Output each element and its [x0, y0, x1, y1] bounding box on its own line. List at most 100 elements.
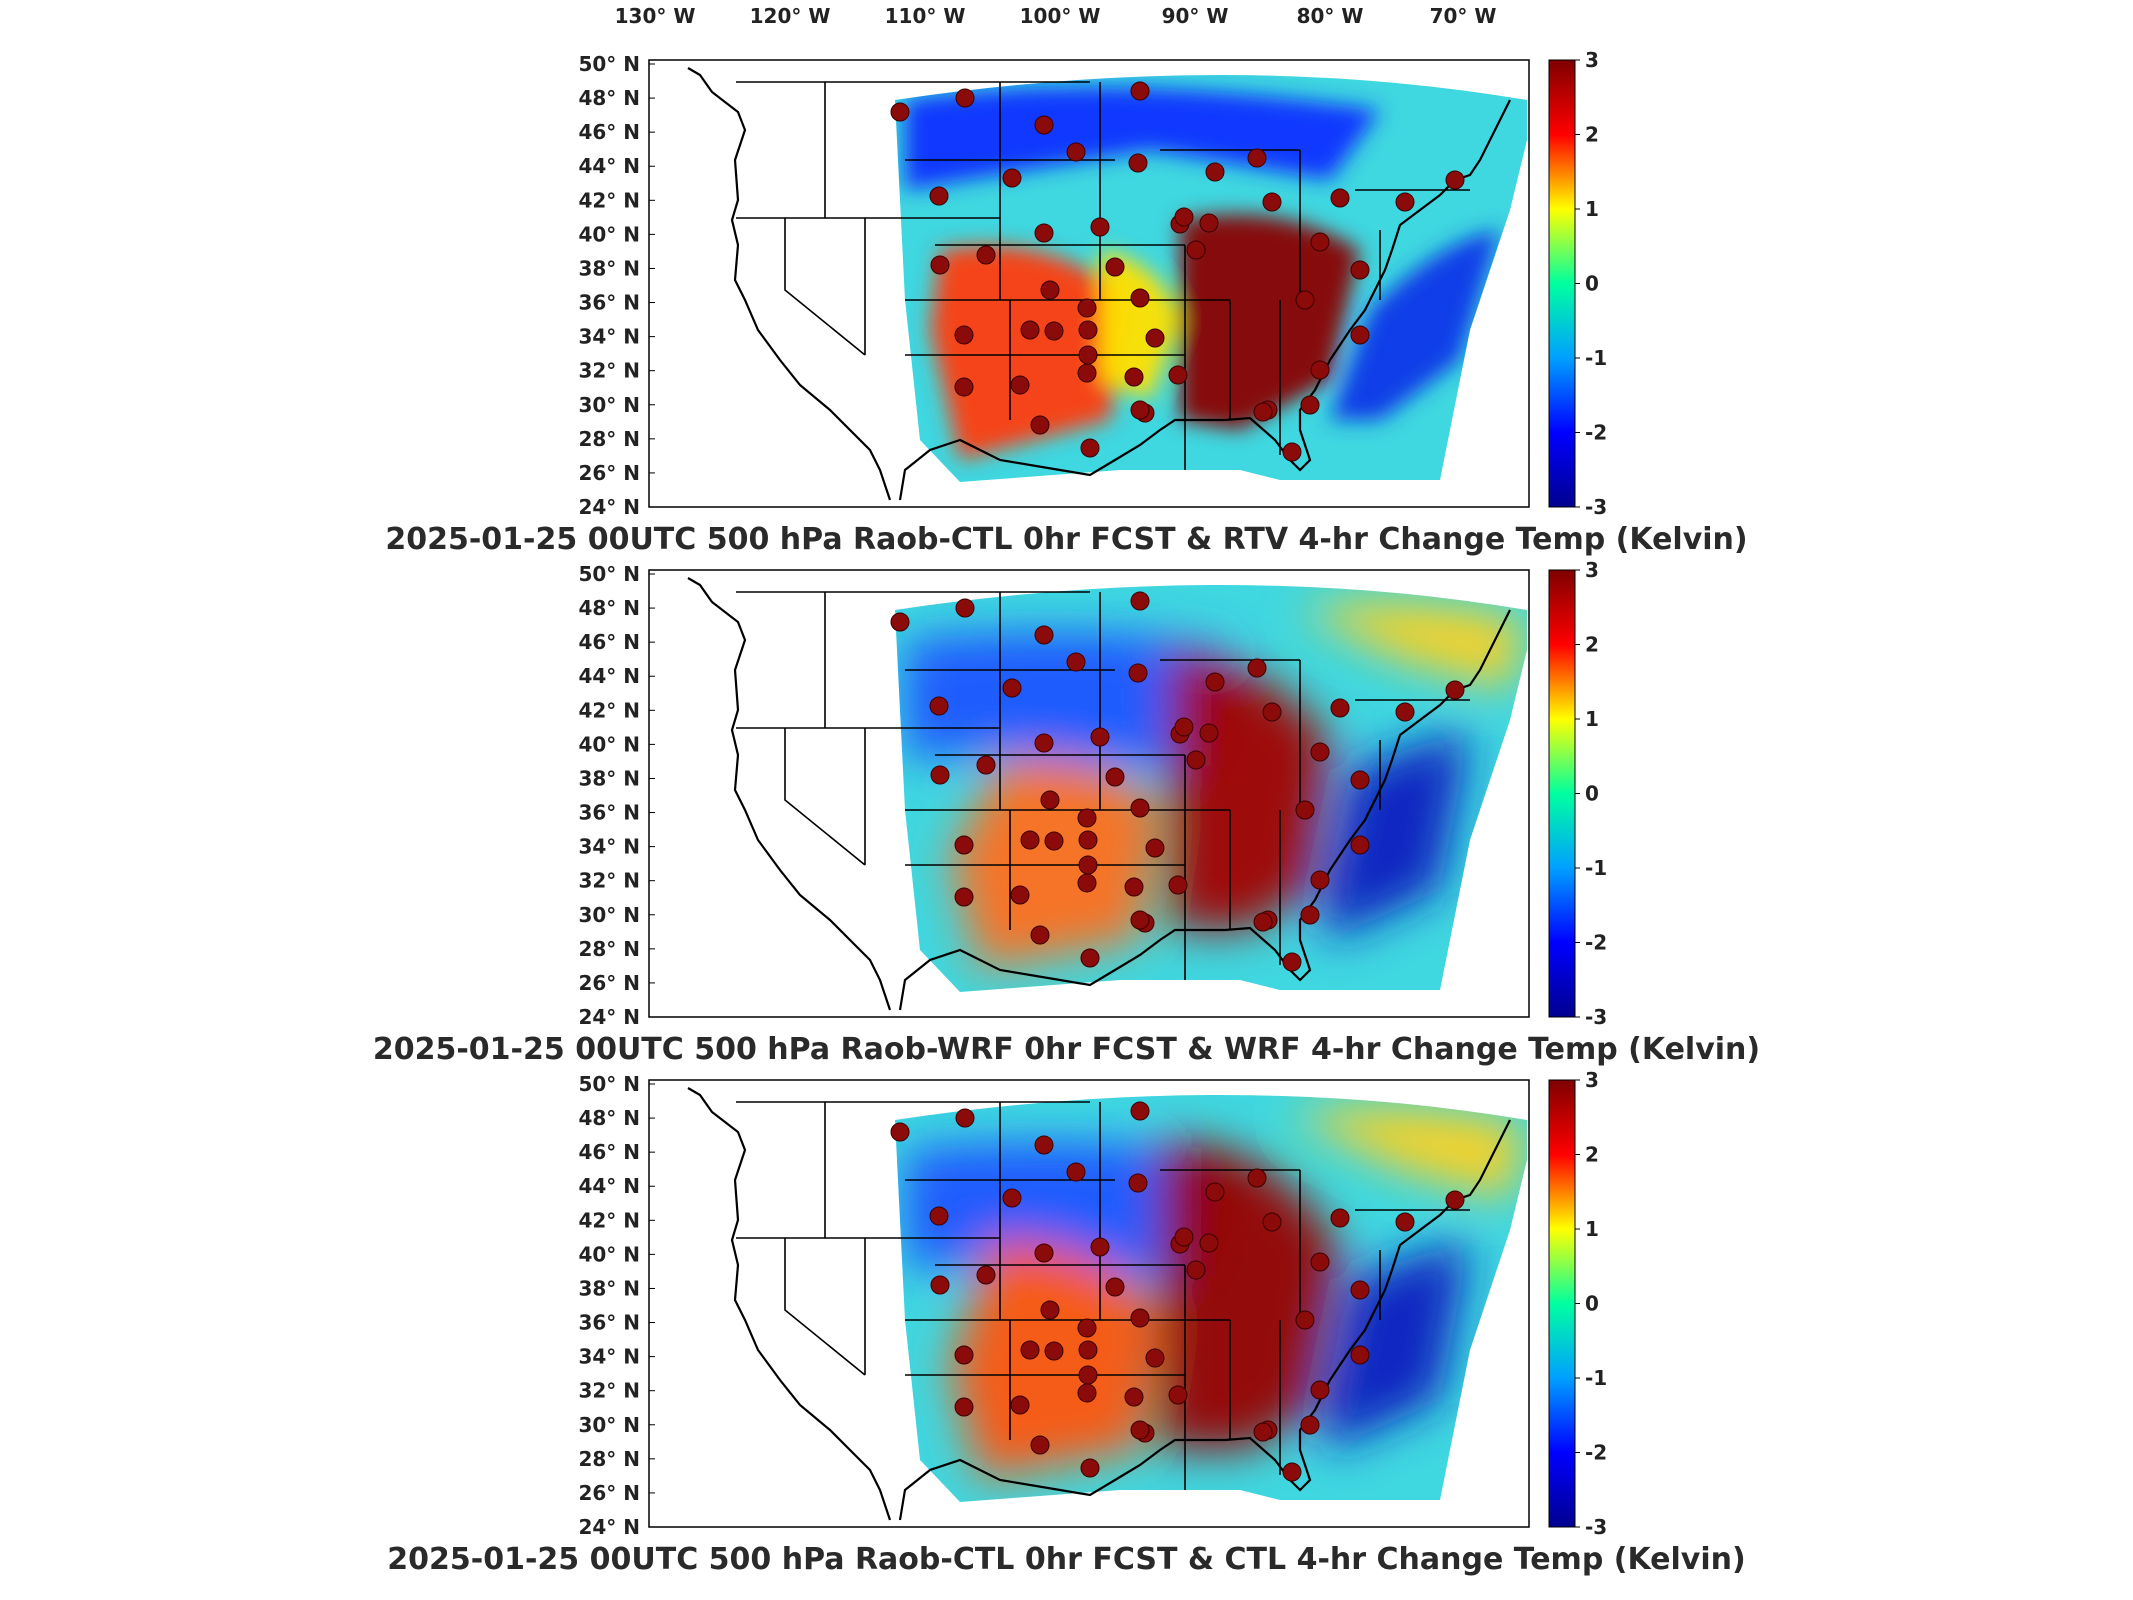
latitude-label: 26° N: [578, 461, 640, 485]
raob-station-marker: [1145, 838, 1165, 858]
raob-station-marker: [1066, 652, 1086, 672]
raob-station-marker: [976, 245, 996, 265]
raob-station-marker: [1105, 1277, 1125, 1297]
longitude-label: 120° W: [749, 4, 831, 28]
raob-station-marker: [1078, 1365, 1098, 1385]
latitude-label: 24° N: [578, 1005, 640, 1029]
raob-station-marker: [890, 102, 910, 122]
map-panel-ctl: 50° N 48° N 46° N 44° N 42° N 40° N 38° N 36° N…: [0, 1020, 2133, 1577]
state-borders: [736, 1101, 1470, 1490]
colorbar-tick-label: 2: [1585, 123, 1599, 147]
latitude-label: 26° N: [578, 1481, 640, 1505]
raob-station-marker: [1145, 328, 1165, 348]
latitude-label: 34° N: [578, 325, 640, 349]
raob-stations: [890, 81, 1465, 462]
latitude-label: 30° N: [578, 1413, 640, 1437]
latitude-label: 44° N: [578, 154, 640, 178]
raob-station-marker: [929, 696, 949, 716]
raob-station-marker: [1350, 325, 1370, 345]
latitude-label: 26° N: [578, 971, 640, 995]
raob-station-marker: [955, 1108, 975, 1128]
raob-station-marker: [1199, 723, 1219, 743]
latitude-label: 30° N: [578, 903, 640, 927]
raob-station-marker: [1078, 345, 1098, 365]
raob-station-marker: [1247, 148, 1267, 168]
raob-station-marker: [890, 1122, 910, 1142]
raob-station-marker: [1078, 855, 1098, 875]
raob-station-marker: [1130, 288, 1150, 308]
raob-station-marker: [1077, 808, 1097, 828]
colorbar-tick-label: 2: [1585, 1143, 1599, 1167]
panel-title: 2025-01-25 00UTC 500 hPa Raob-CTL 0hr FC…: [385, 522, 1748, 557]
latitude-label: 48° N: [578, 86, 640, 110]
raob-station-marker: [1034, 733, 1054, 753]
raob-station-marker: [1300, 1415, 1320, 1435]
raob-station-marker: [890, 612, 910, 632]
latitude-label: 50° N: [578, 562, 640, 586]
raob-station-marker: [1330, 1208, 1350, 1228]
raob-station-marker: [1124, 877, 1144, 897]
longitude-label: 110° W: [884, 4, 966, 28]
longitude-label: 90° W: [1161, 4, 1229, 28]
raob-station-marker: [1262, 1212, 1282, 1232]
raob-station-marker: [1247, 1168, 1267, 1188]
temperature-field: [895, 75, 1527, 482]
raob-station-marker: [1330, 188, 1350, 208]
raob-station-marker: [1077, 873, 1097, 893]
longitude-labels: 130° W 120° W 110° W 100° W 90° W 80° W 70° W: [0, 4, 2133, 44]
raob-station-marker: [1247, 658, 1267, 678]
colorbar-tick-label: 2: [1585, 633, 1599, 657]
raob-station-marker: [1034, 625, 1054, 645]
latitude-label: 42° N: [578, 698, 640, 722]
raob-station-marker: [1030, 925, 1050, 945]
raob-station-marker: [1310, 360, 1330, 380]
colorbar-tick-label: -3: [1585, 495, 1607, 519]
raob-station-marker: [1130, 798, 1150, 818]
raob-station-marker: [1205, 1182, 1225, 1202]
raob-station-marker: [1066, 1162, 1086, 1182]
latitude-label: 32° N: [578, 1379, 640, 1403]
raob-station-marker: [954, 325, 974, 345]
state-borders: [736, 591, 1470, 980]
coastline: [687, 1087, 1511, 1521]
latitude-label: 36° N: [578, 801, 640, 825]
latitude-label: 44° N: [578, 1174, 640, 1198]
raob-station-marker: [1395, 1212, 1415, 1232]
raob-station-marker: [1090, 727, 1110, 747]
raob-station-marker: [1395, 702, 1415, 722]
raob-station-marker: [1199, 213, 1219, 233]
temperature-field: [895, 1095, 1527, 1502]
raob-station-marker: [1080, 438, 1100, 458]
raob-station-marker: [1282, 1462, 1302, 1482]
raob-station-marker: [1077, 298, 1097, 318]
raob-station-marker: [1030, 415, 1050, 435]
raob-station-marker: [1090, 217, 1110, 237]
colorbar-tick-label: -3: [1585, 1005, 1607, 1029]
coastline: [687, 67, 1511, 501]
raob-station-marker: [976, 755, 996, 775]
raob-station-marker: [1130, 591, 1150, 611]
raob-station-marker: [976, 1265, 996, 1285]
raob-station-marker: [1128, 1173, 1148, 1193]
longitude-label: 80° W: [1296, 4, 1364, 28]
raob-station-marker: [1350, 770, 1370, 790]
raob-station-marker: [1077, 363, 1097, 383]
colorbar-tick-label: 3: [1585, 1068, 1599, 1092]
raob-station-marker: [1040, 1300, 1060, 1320]
latitude-label: 28° N: [578, 427, 640, 451]
raob-station-marker: [1010, 1395, 1030, 1415]
raob-station-marker: [1128, 153, 1148, 173]
raob-station-marker: [1282, 442, 1302, 462]
raob-station-marker: [1020, 1340, 1040, 1360]
raob-station-marker: [1253, 912, 1273, 932]
latitude-label: 34° N: [578, 835, 640, 859]
colorbar-tick-label: -1: [1585, 346, 1607, 370]
raob-station-marker: [1300, 395, 1320, 415]
raob-station-marker: [1130, 910, 1150, 930]
raob-station-marker: [1330, 698, 1350, 718]
latitude-label: 40° N: [578, 732, 640, 756]
raob-station-marker: [1310, 742, 1330, 762]
map-svg: 50° N 48° N 46° N 44° N 42° N 40° N 38° N 36° N…: [578, 558, 1607, 1029]
raob-station-marker: [1044, 831, 1064, 851]
latitude-label: 36° N: [578, 291, 640, 315]
